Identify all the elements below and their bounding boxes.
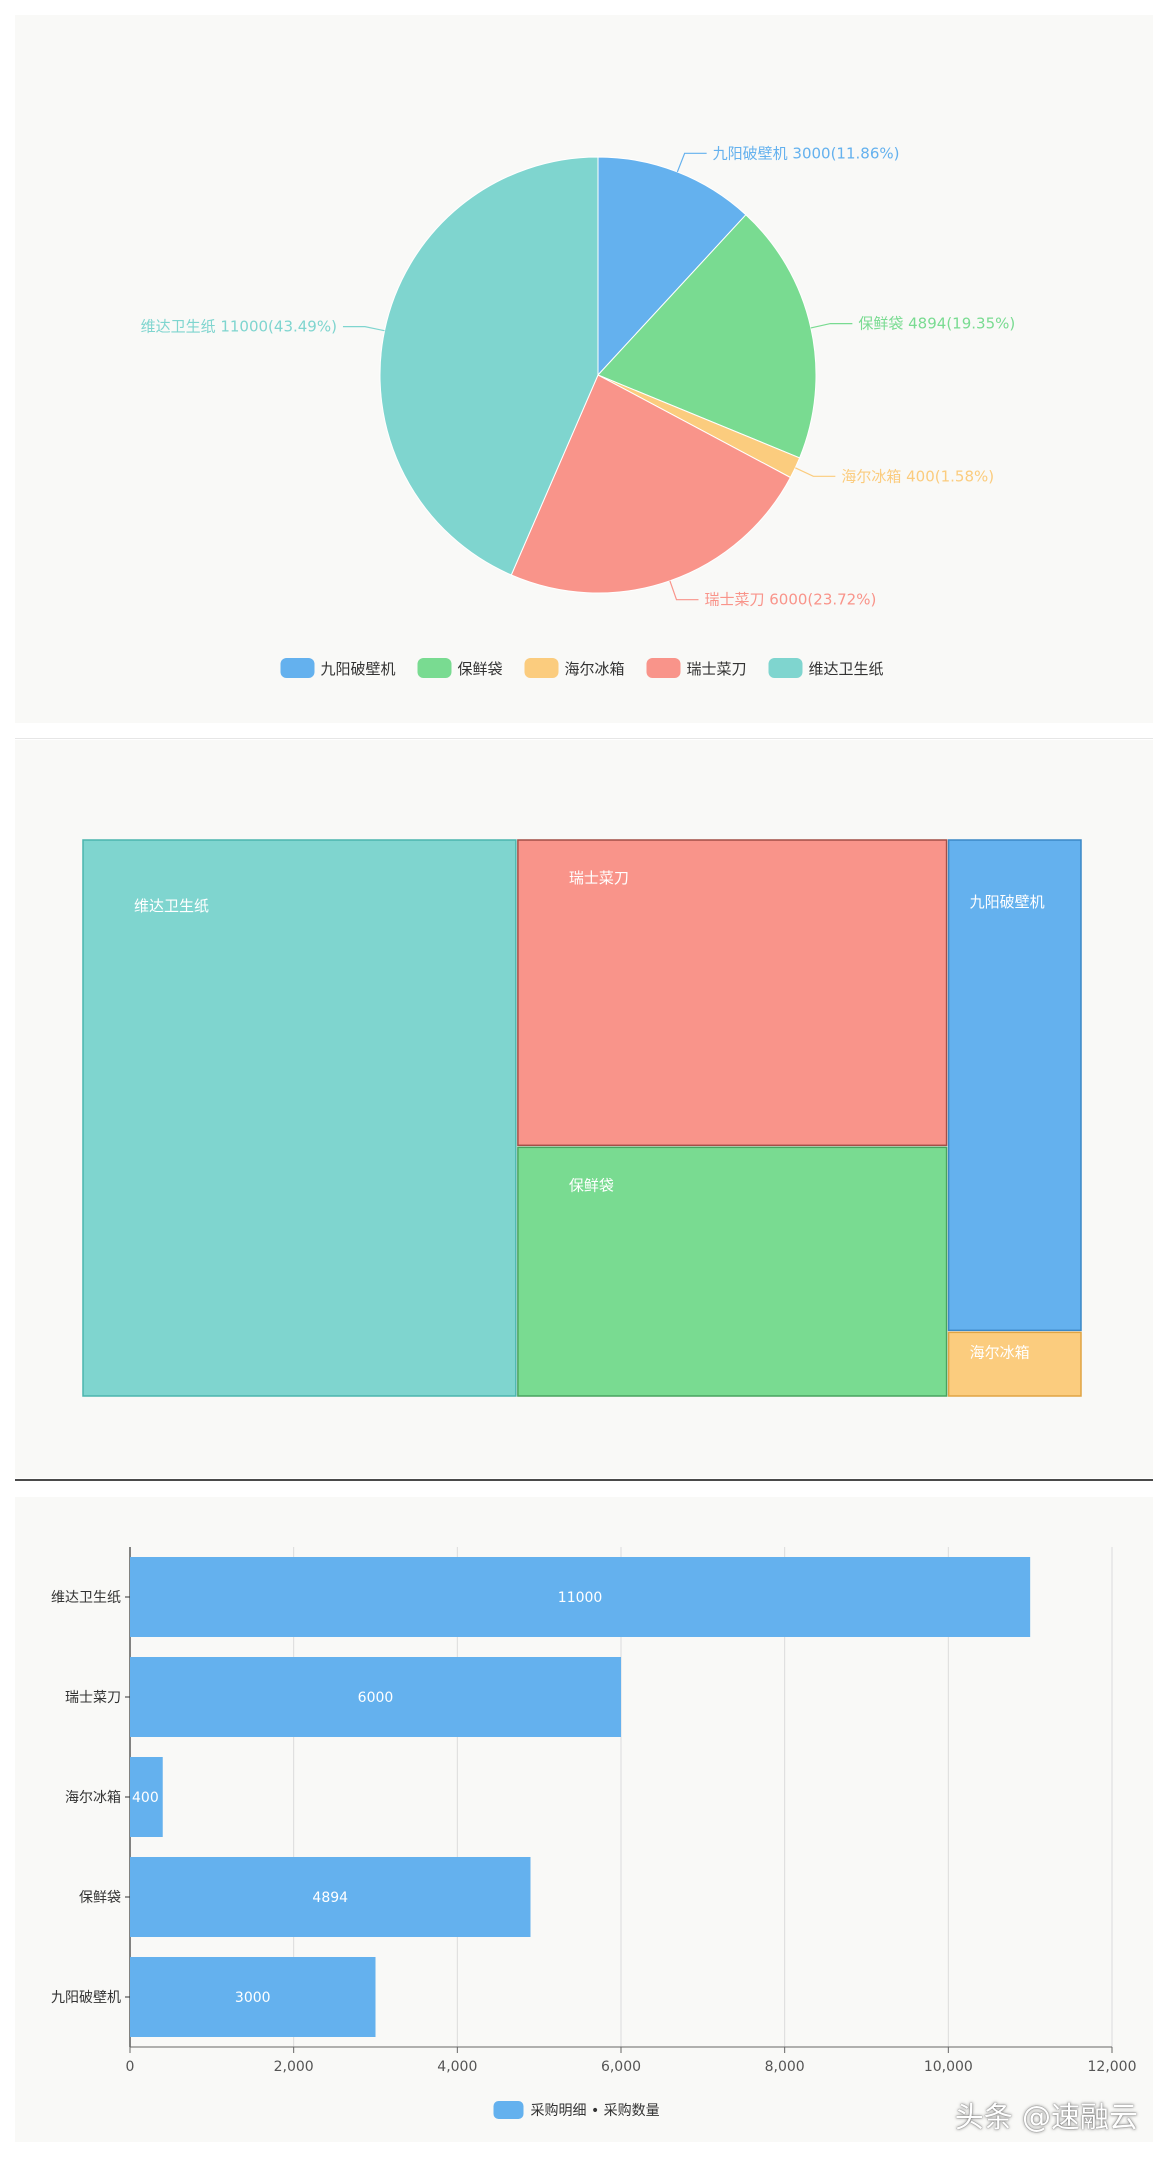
divider <box>15 738 1153 739</box>
pie-data-label-item-3: 海尔冰箱 400(1.58%) <box>841 467 994 485</box>
treemap-cell-item-2 <box>517 839 948 1147</box>
x-tick-label: 12,000 <box>1088 2059 1137 2075</box>
y-tick-label-item-2: 瑞士菜刀 <box>65 1690 121 1706</box>
bar-item-2 <box>130 1657 621 1737</box>
bar-item-3 <box>130 1757 163 1837</box>
x-tick-label: 10,000 <box>924 2059 973 2075</box>
treemap-cell-item-4 <box>947 839 1082 1332</box>
pie-chart-panel: 九阳破壁机 3000(11.86%) 保鲜袋 4894(19.35%) 海尔冰箱 4… <box>15 15 1153 723</box>
bar-value-label-item-4: 4894 <box>312 1890 348 1906</box>
treemap-label-item-3: 保鲜袋 <box>569 1176 614 1194</box>
bar-chart-panel: 0 2,000 4,000 6,000 8,000 10,000 12,000 维达卫生纸 11… <box>15 1497 1153 2142</box>
treemap-cell-item-5 <box>947 1331 1082 1397</box>
pie-slice-item-4 <box>510 374 792 594</box>
pie-legend-swatch-item-3 <box>524 658 559 678</box>
pie-chart: 九阳破壁机 3000(11.86%) 保鲜袋 4894(19.35%) 海尔冰箱 4… <box>141 144 1015 678</box>
x-tick-label: 0 <box>126 2059 135 2075</box>
y-tick-label-item-4: 保鲜袋 <box>79 1890 121 1906</box>
bar-legend-label: 采购明细 • 采购数量 <box>531 2103 660 2119</box>
x-tick-label: 6,000 <box>601 2059 641 2075</box>
bar-value-label-item-3: 400 <box>132 1790 159 1806</box>
bar-value-label-item-1: 11000 <box>558 1590 603 1606</box>
pie-slice-item-5 <box>379 156 599 576</box>
pie-legend-swatch-item-5 <box>768 658 803 678</box>
divider <box>15 1479 1153 1481</box>
pie-legend-label-item-1: 九阳破壁机 <box>321 660 396 678</box>
x-tick-label: 8,000 <box>765 2059 805 2075</box>
pie-label-line-item-1 <box>676 152 707 173</box>
bar-value-label-item-5: 3000 <box>235 1990 271 2006</box>
bar-value-label-item-2: 6000 <box>358 1690 394 1706</box>
bar-legend-swatch <box>493 2101 524 2119</box>
treemap-label-item-2: 瑞士菜刀 <box>569 869 629 887</box>
pie-label-line-item-4 <box>669 580 699 601</box>
bar-item-5 <box>130 1957 376 2037</box>
pie-data-label-item-1: 九阳破壁机 3000(11.86%) <box>713 144 900 162</box>
pie-label-line-item-3 <box>794 467 836 477</box>
treemap-chart-panel: 维达卫生纸 瑞士菜刀保鲜袋 九阳破壁机海尔冰箱 <box>15 740 1153 1478</box>
treemap-label-item-1: 维达卫生纸 <box>134 897 209 915</box>
pie-data-label-item-5: 维达卫生纸 11000(43.49%) <box>141 318 337 336</box>
x-tick-label: 2,000 <box>274 2059 314 2075</box>
y-tick-label-item-3: 海尔冰箱 <box>65 1790 121 1806</box>
pie-label-line-item-5 <box>342 326 385 332</box>
pie-label-line-item-2 <box>810 322 853 329</box>
y-tick-label-item-1: 维达卫生纸 <box>51 1590 121 1606</box>
treemap-cell-item-3 <box>517 1146 948 1397</box>
pie-legend-swatch-item-4 <box>646 658 681 678</box>
bar-item-1 <box>130 1557 1031 1637</box>
treemap-cell-item-1 <box>82 839 517 1397</box>
pie-data-label-item-2: 保鲜袋 4894(19.35%) <box>858 315 1015 333</box>
pie-legend-label-item-4: 瑞士菜刀 <box>687 660 747 678</box>
watermark: 头条 @速融云 <box>954 2100 1138 2134</box>
y-tick-label-item-5: 九阳破壁机 <box>51 1990 121 2006</box>
pie-legend-swatch-item-1 <box>280 658 315 678</box>
x-tick-label: 4,000 <box>437 2059 477 2075</box>
bar-chart: 0 2,000 4,000 6,000 8,000 10,000 12,000 维达卫生纸 11… <box>51 1547 1137 2119</box>
pie-legend-label-item-3: 海尔冰箱 <box>565 660 625 678</box>
pie-legend-swatch-item-2 <box>417 658 452 678</box>
pie-legend-label-item-5: 维达卫生纸 <box>809 660 884 678</box>
treemap-label-item-4: 九阳破壁机 <box>970 893 1045 911</box>
pie-data-label-item-4: 瑞士菜刀 6000(23.72%) <box>704 591 876 609</box>
treemap-label-item-5: 海尔冰箱 <box>970 1343 1030 1361</box>
bar-item-4 <box>130 1857 531 1937</box>
pie-legend-label-item-2: 保鲜袋 <box>458 660 503 678</box>
